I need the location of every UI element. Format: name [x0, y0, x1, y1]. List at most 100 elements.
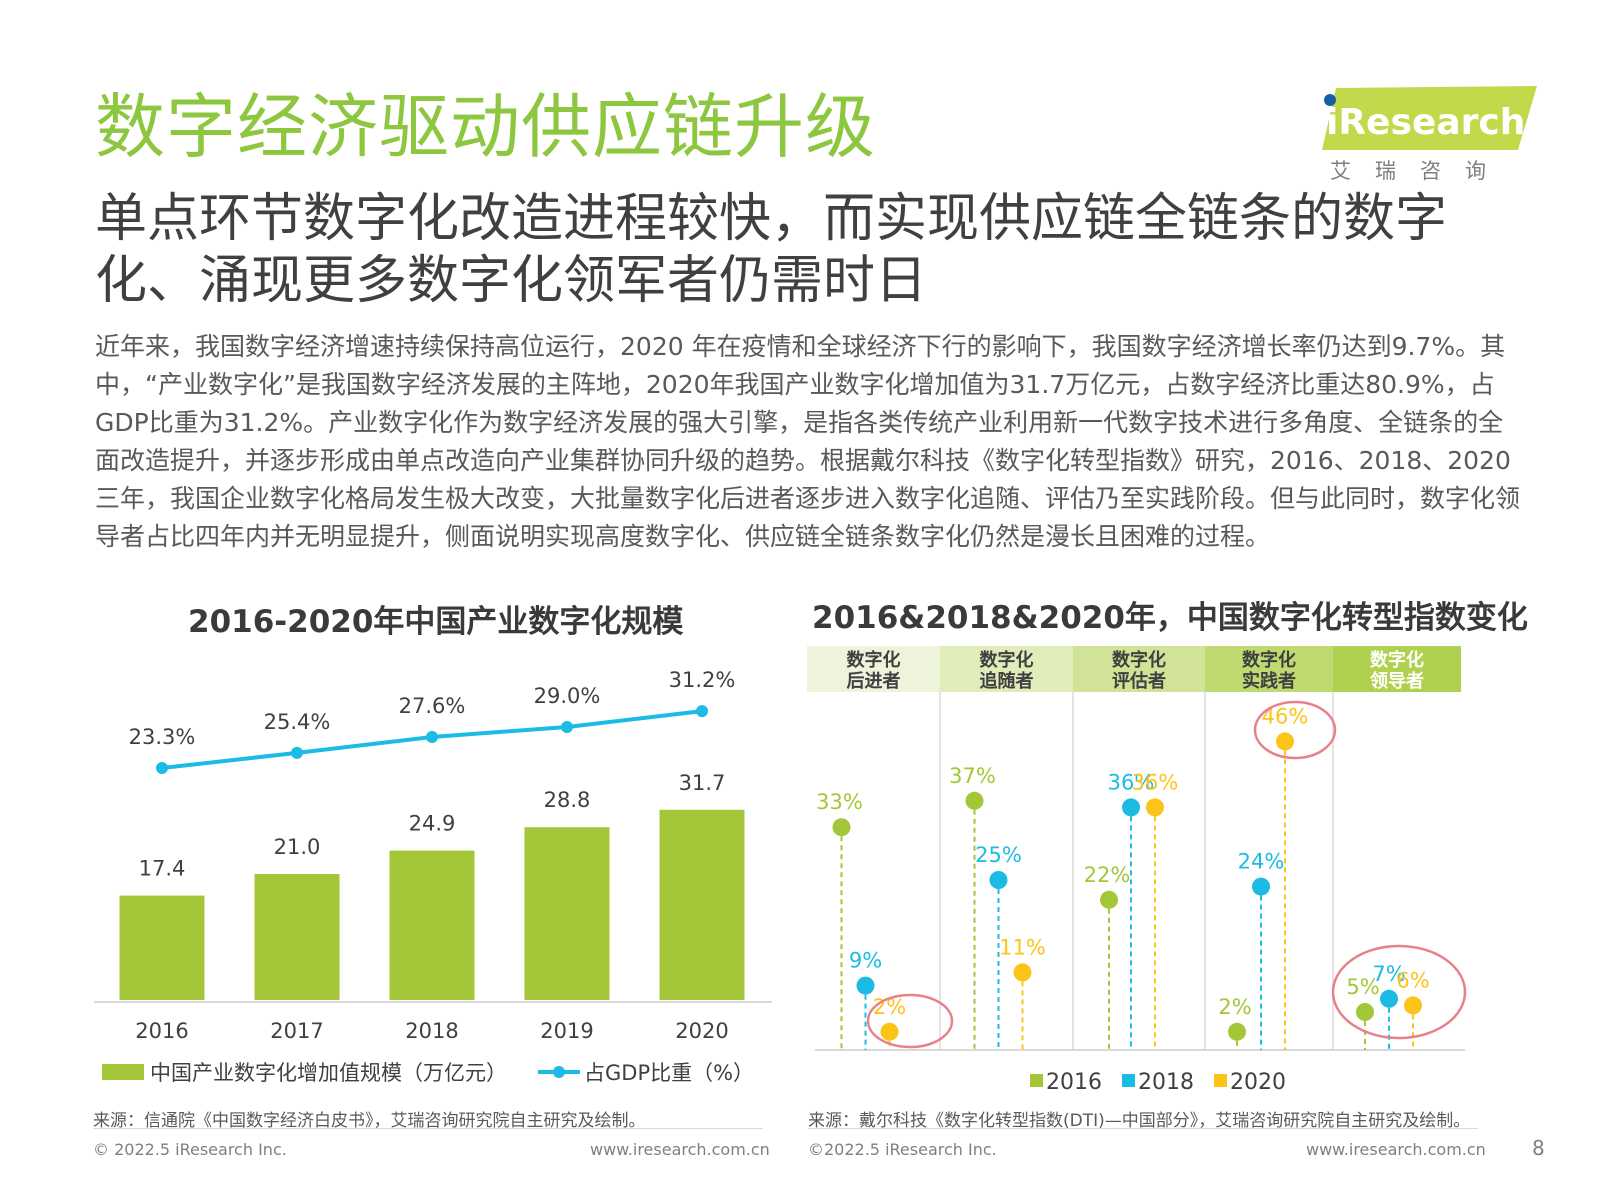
page-title: 数字经济驱动供应链升级 [95, 86, 876, 168]
copyright-left: © 2022.5 iResearch Inc. [93, 1140, 287, 1159]
point-2016-1 [965, 791, 984, 810]
line-label-2018: 27.6% [399, 694, 466, 718]
legend-label-2020: 2020 [1230, 1070, 1286, 1095]
page-number: 8 [1532, 1136, 1545, 1160]
line-label-2020: 31.2% [669, 668, 736, 692]
bar-label-2018: 24.9 [409, 812, 456, 836]
bar-label-2019: 28.8 [544, 788, 591, 812]
bar-2019 [524, 827, 610, 1000]
category-header-text-4-1: 领导者 [1370, 670, 1424, 692]
point-2018-3 [1252, 877, 1270, 896]
legend-swatch-2020 [1214, 1074, 1227, 1087]
line-point-2018 [426, 731, 438, 744]
bar-label-2017: 21.0 [274, 835, 321, 859]
point-2016-3 [1228, 1022, 1246, 1041]
x-tick-2016: 2016 [135, 1019, 188, 1043]
legend-bar-label: 中国产业数字化增加值规模（万亿元） [150, 1061, 507, 1085]
point-2018-0 [856, 976, 875, 995]
point-2020-2 [1146, 798, 1164, 817]
copyright-right: ©2022.5 iResearch Inc. [808, 1140, 997, 1159]
category-header-text-3-1: 实践者 [1242, 670, 1296, 692]
point-2018-4 [1380, 989, 1398, 1008]
point-label-2018-2: 36% [1108, 770, 1155, 794]
point-label-2020-2: 36% [1132, 770, 1179, 794]
line-label-2019: 29.0% [534, 684, 601, 708]
point-label-2018-0: 9% [849, 949, 882, 973]
bar-2020 [659, 809, 745, 1000]
point-2020-0 [880, 1022, 899, 1041]
point-2016-0 [832, 818, 851, 837]
category-header-text-2-1: 评估者 [1112, 670, 1166, 692]
category-header-1 [940, 646, 1073, 692]
right-source-note: 来源：戴尔科技《数字化转型指数(DTI)—中国部分》，艾瑞咨询研究院自主研究及绘… [808, 1111, 1471, 1131]
point-2020-4 [1404, 996, 1422, 1015]
line-point-2017 [291, 746, 303, 759]
body-paragraph: 近年来，我国数字经济增速持续保持高位运行，2020 年在疫情和全球经济下行的影响… [95, 332, 1521, 551]
category-header-2 [1073, 646, 1205, 692]
category-header-text-1-0: 数字化 [980, 649, 1034, 671]
category-header-text-0-1: 后进者 [847, 671, 901, 692]
bar-2018 [389, 850, 475, 1000]
category-header-text-2-0: 数字化 [1112, 649, 1166, 671]
x-tick-2018: 2018 [405, 1019, 458, 1043]
point-2020-3 [1276, 732, 1294, 751]
bar-2016 [119, 895, 205, 1000]
point-label-2018-1: 25% [975, 843, 1022, 867]
right-chart-title: 2016&2018&2020年，中国数字化转型指数变化 [812, 600, 1528, 636]
point-label-2020-1: 11% [999, 935, 1046, 959]
bar-label-2016: 17.4 [139, 857, 186, 881]
left-chart-title: 2016-2020年中国产业数字化规模 [188, 604, 684, 640]
line-point-2016 [156, 762, 168, 774]
legend-bar-swatch [102, 1064, 144, 1080]
category-header-text-4-0: 数字化 [1370, 649, 1424, 671]
bar-label-2020: 31.7 [679, 771, 726, 795]
logo-banner-shape [1322, 86, 1537, 150]
website-left: www.iresearch.com.cn [590, 1140, 770, 1159]
legend-swatch-2018 [1122, 1074, 1135, 1087]
category-header-text-1-1: 追随者 [980, 670, 1034, 692]
point-label-2016-3: 2% [1218, 995, 1251, 1019]
left-source-note: 来源：信通院《中国数字经济白皮书》，艾瑞咨询研究院自主研究及绘制。 [93, 1111, 646, 1131]
point-label-2018-4: 7% [1372, 962, 1405, 986]
highlight-leader-all [1331, 944, 1467, 1040]
line-label-2016: 23.3% [129, 725, 196, 749]
category-header-text-3-0: 数字化 [1242, 649, 1296, 671]
legend-line-marker [553, 1066, 565, 1078]
legend-swatch-2016 [1030, 1074, 1043, 1087]
highlight-practitioner-2020 [1253, 700, 1337, 760]
x-tick-2017: 2017 [270, 1019, 323, 1043]
bar-2017 [254, 874, 340, 1000]
line-label-2017: 25.4% [264, 710, 331, 734]
industry-digitalization-chart: 17.4 2016 21.0 2017 24.9 2018 28.8 2019 31.7 2020… [94, 668, 772, 1085]
point-2018-2 [1122, 798, 1140, 817]
point-2020-1 [1013, 963, 1032, 982]
right-footer-divider [808, 1128, 1478, 1129]
logo-chinese-text: 艾瑞咨询 [1330, 159, 1510, 183]
point-label-2016-1: 37% [949, 764, 996, 788]
legend-label-2016: 2016 [1046, 1070, 1102, 1095]
point-2018-1 [989, 871, 1008, 889]
line-point-2019 [561, 720, 573, 733]
website-right: www.iresearch.com.cn [1306, 1140, 1486, 1159]
category-header-0 [807, 646, 940, 692]
point-label-2020-4: 6% [1396, 968, 1429, 992]
legend-line-label: 占GDP比重（%） [584, 1061, 754, 1085]
legend-label-2018: 2018 [1138, 1070, 1194, 1095]
x-tick-2020: 2020 [675, 1019, 728, 1043]
highlight-laggard-2020 [866, 993, 954, 1049]
logo-text: iResearch [1326, 102, 1525, 143]
point-label-2018-3: 24% [1238, 850, 1285, 874]
category-header-3 [1205, 646, 1333, 692]
left-footer-divider [93, 1128, 763, 1129]
line-point-2020 [696, 705, 708, 718]
point-label-2016-0: 33% [816, 790, 863, 814]
point-2016-4 [1356, 1003, 1374, 1021]
category-header-4 [1333, 646, 1461, 692]
page-subtitle: 单点环节数字化改造进程较快，而实现供应链全链条的数字化、涌现更多数字化领军者仍需… [95, 189, 1448, 311]
x-tick-2019: 2019 [540, 1019, 593, 1043]
point-2016-2 [1100, 890, 1118, 909]
category-header-text-0-0: 数字化 [847, 649, 901, 671]
point-label-2016-2: 22% [1084, 863, 1131, 887]
point-label-2016-4: 5% [1346, 975, 1379, 999]
